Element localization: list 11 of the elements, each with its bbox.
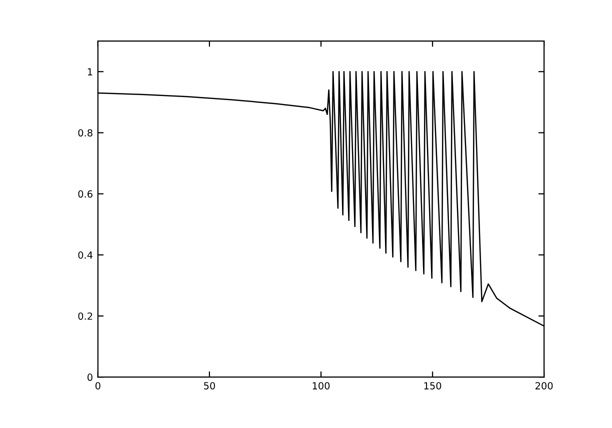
y-tick-label: 0.4 — [78, 251, 93, 259]
y-tick-label: 0.2 — [78, 312, 92, 320]
y-tick-label: 1 — [88, 68, 92, 76]
x-tick-label: 150 — [424, 382, 442, 390]
y-tick-label: 0 — [88, 374, 92, 381]
x-tick-label: 200 — [536, 382, 553, 390]
x-tick-label: 0 — [95, 382, 100, 390]
x-tick-label: 100 — [312, 382, 330, 390]
y-tick-label: 0.8 — [78, 129, 92, 137]
y-tick-label: 0.6 — [78, 190, 92, 198]
x-tick-label: 50 — [204, 382, 215, 390]
